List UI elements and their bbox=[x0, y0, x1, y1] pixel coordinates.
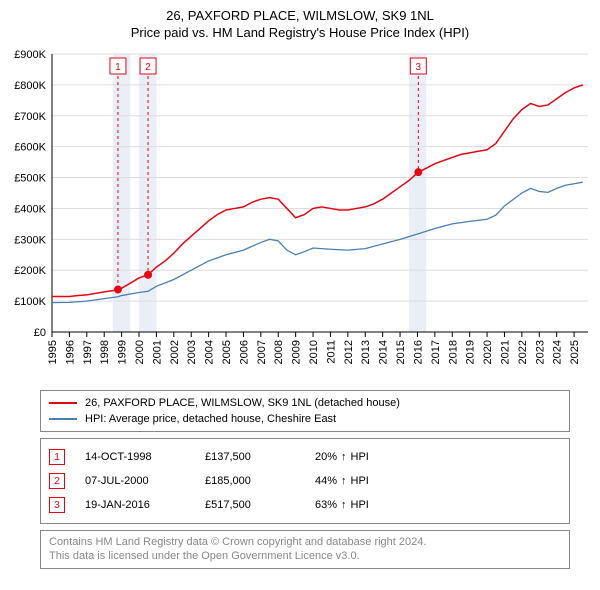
svg-text:2002: 2002 bbox=[169, 340, 181, 364]
legend-swatch bbox=[49, 402, 77, 404]
svg-text:2025: 2025 bbox=[569, 340, 581, 364]
svg-text:2008: 2008 bbox=[273, 340, 285, 364]
legend-label: HPI: Average price, detached house, Ches… bbox=[85, 413, 336, 425]
sale-row: 3 19-JAN-2016£517,50063%↑HPI bbox=[49, 493, 561, 517]
svg-text:£400K: £400K bbox=[14, 203, 46, 215]
sale-hpi-delta: 20%↑HPI bbox=[315, 451, 369, 463]
svg-text:£600K: £600K bbox=[14, 142, 46, 154]
legend-item: 26, PAXFORD PLACE, WILMSLOW, SK9 1NL (de… bbox=[49, 395, 561, 411]
svg-text:£700K: £700K bbox=[14, 111, 46, 123]
svg-text:3: 3 bbox=[416, 62, 422, 73]
sale-hpi-delta: 44%↑HPI bbox=[315, 475, 369, 487]
svg-text:2007: 2007 bbox=[256, 340, 268, 364]
svg-text:2022: 2022 bbox=[517, 340, 529, 364]
svg-text:1997: 1997 bbox=[82, 340, 94, 364]
svg-text:£900K: £900K bbox=[14, 49, 46, 61]
footer-line-1: Contains HM Land Registry data © Crown c… bbox=[49, 535, 561, 549]
svg-text:2010: 2010 bbox=[308, 340, 320, 364]
svg-text:1996: 1996 bbox=[64, 340, 76, 364]
svg-text:2001: 2001 bbox=[151, 340, 163, 364]
legend-label: 26, PAXFORD PLACE, WILMSLOW, SK9 1NL (de… bbox=[85, 397, 400, 409]
svg-text:1998: 1998 bbox=[99, 340, 111, 364]
sale-date: 19-JAN-2016 bbox=[85, 499, 205, 511]
svg-text:2017: 2017 bbox=[430, 340, 442, 364]
sales-table: 1 14-OCT-1998£137,50020%↑HPI 2 07-JUL-2000£… bbox=[40, 438, 570, 524]
sale-marker: 1 bbox=[49, 449, 65, 465]
svg-text:2000: 2000 bbox=[134, 340, 146, 364]
svg-text:£800K: £800K bbox=[14, 80, 46, 92]
sale-row: 1 14-OCT-1998£137,50020%↑HPI bbox=[49, 445, 561, 469]
legend-swatch bbox=[49, 418, 77, 420]
svg-text:2014: 2014 bbox=[378, 340, 390, 364]
footer-line-2: This data is licensed under the Open Gov… bbox=[49, 549, 561, 563]
svg-text:2004: 2004 bbox=[204, 340, 216, 364]
svg-text:£200K: £200K bbox=[14, 265, 46, 277]
svg-text:2023: 2023 bbox=[534, 340, 546, 364]
svg-text:2006: 2006 bbox=[238, 340, 250, 364]
svg-text:1995: 1995 bbox=[47, 340, 59, 364]
svg-text:2018: 2018 bbox=[447, 340, 459, 364]
price-chart: £0 £100K £200K £300K £400K £500K £600K £700K £80… bbox=[0, 44, 600, 384]
svg-text:1: 1 bbox=[115, 62, 121, 73]
svg-text:2019: 2019 bbox=[465, 340, 477, 364]
svg-text:2005: 2005 bbox=[221, 340, 233, 364]
svg-text:2: 2 bbox=[145, 62, 151, 73]
sale-price: £137,500 bbox=[205, 451, 315, 463]
chart-title-1: 26, PAXFORD PLACE, WILMSLOW, SK9 1NL bbox=[0, 8, 600, 23]
sale-hpi-delta: 63%↑HPI bbox=[315, 499, 369, 511]
svg-text:2012: 2012 bbox=[343, 340, 355, 364]
chart-title-2: Price paid vs. HM Land Registry's House … bbox=[0, 25, 600, 40]
sale-price: £185,000 bbox=[205, 475, 315, 487]
svg-text:£100K: £100K bbox=[14, 296, 46, 308]
sale-price: £517,500 bbox=[205, 499, 315, 511]
svg-text:£500K: £500K bbox=[14, 173, 46, 185]
legend: 26, PAXFORD PLACE, WILMSLOW, SK9 1NL (de… bbox=[40, 390, 570, 432]
sale-marker: 3 bbox=[49, 497, 65, 513]
sale-row: 2 07-JUL-2000£185,00044%↑HPI bbox=[49, 469, 561, 493]
attribution-footer: Contains HM Land Registry data © Crown c… bbox=[40, 530, 570, 569]
svg-text:2011: 2011 bbox=[325, 340, 337, 364]
svg-text:2003: 2003 bbox=[186, 340, 198, 364]
svg-text:£300K: £300K bbox=[14, 234, 46, 246]
sale-date: 14-OCT-1998 bbox=[85, 451, 205, 463]
svg-text:£0: £0 bbox=[34, 327, 46, 339]
svg-text:2020: 2020 bbox=[482, 340, 494, 364]
sale-date: 07-JUL-2000 bbox=[85, 475, 205, 487]
legend-item: HPI: Average price, detached house, Ches… bbox=[49, 411, 561, 427]
svg-text:2024: 2024 bbox=[552, 340, 564, 364]
svg-text:2015: 2015 bbox=[395, 340, 407, 364]
svg-text:2021: 2021 bbox=[499, 340, 511, 364]
svg-text:2009: 2009 bbox=[291, 340, 303, 364]
sale-marker: 2 bbox=[49, 473, 65, 489]
svg-text:2016: 2016 bbox=[412, 340, 424, 364]
svg-text:1999: 1999 bbox=[117, 340, 129, 364]
svg-text:2013: 2013 bbox=[360, 340, 372, 364]
